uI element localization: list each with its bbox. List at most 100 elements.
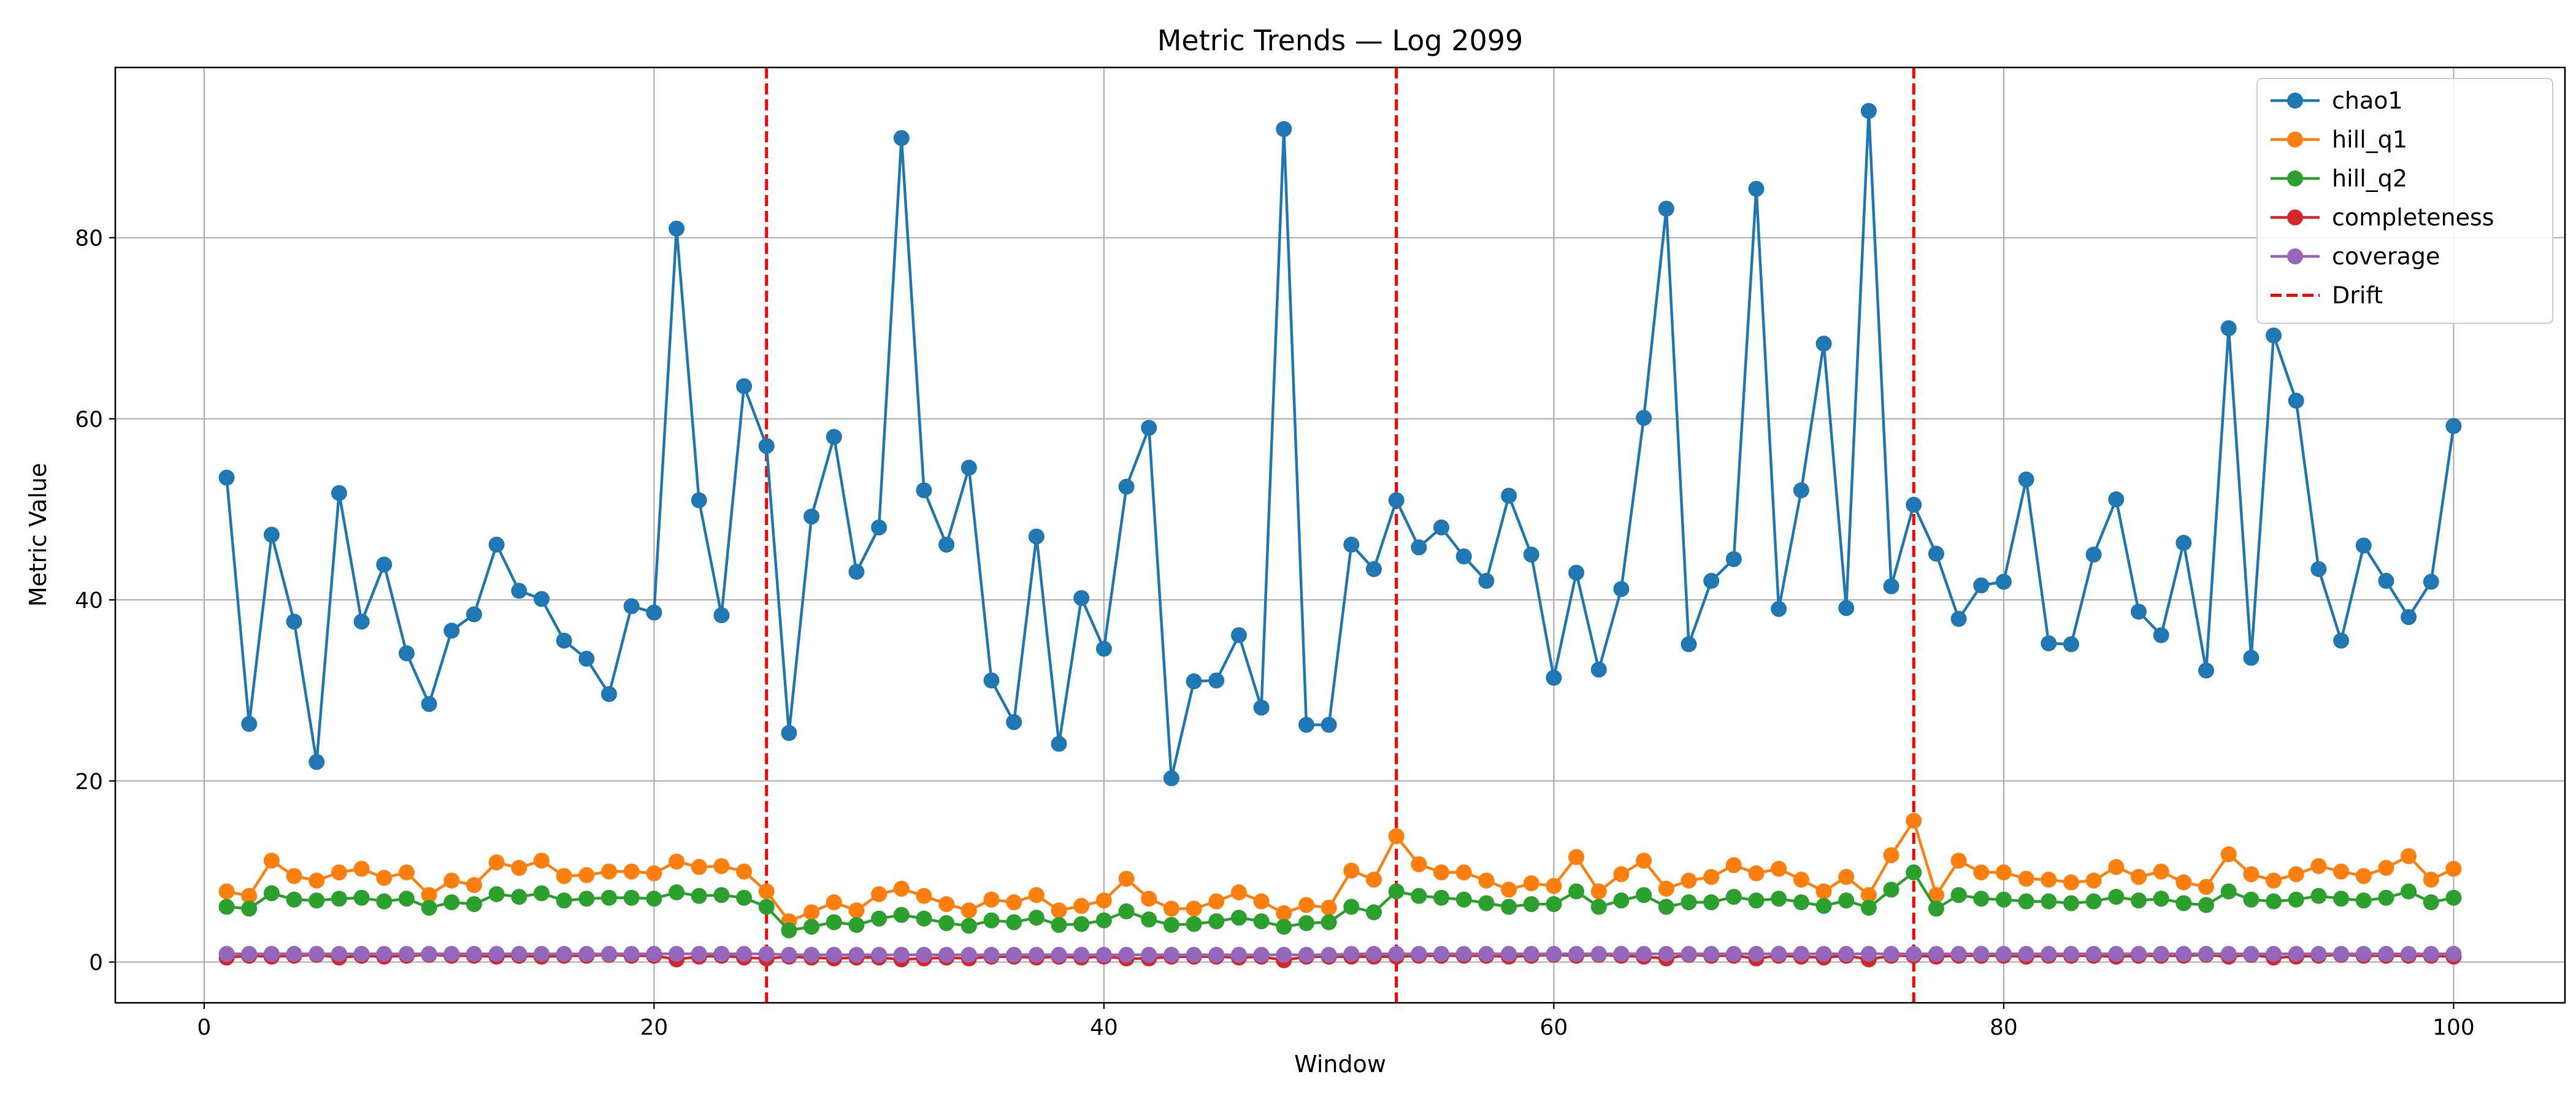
data-point-hill_q1 [2063,874,2079,891]
data-point-chao1 [466,606,482,623]
x-tick-label: 60 [1540,1015,1568,1040]
data-point-chao1 [1568,564,1585,581]
data-point-hill_q2 [2333,891,2350,907]
data-point-chao1 [1141,420,1157,436]
data-point-coverage [2153,946,2169,962]
data-point-hill_q2 [556,892,572,909]
data-point-hill_q1 [2085,872,2102,889]
data-point-hill_q2 [1253,913,1270,930]
data-point-chao1 [916,482,932,499]
data-point-coverage [1321,946,1337,963]
data-point-hill_q1 [1725,857,1742,873]
data-point-coverage [2266,946,2282,962]
data-point-chao1 [331,485,347,501]
data-point-coverage [1118,946,1135,963]
data-point-hill_q2 [2423,894,2439,911]
data-point-coverage [623,946,640,962]
data-point-coverage [1793,946,1809,962]
data-point-chao1 [646,604,662,621]
data-point-hill_q2 [466,896,482,913]
data-point-coverage [1748,946,1765,962]
data-point-coverage [376,946,393,962]
legend-label: coverage [2332,243,2440,270]
data-point-coverage [1973,946,1990,962]
data-point-hill_q2 [1028,910,1045,926]
series-hill_q1 [218,813,2462,930]
data-point-coverage [803,946,820,963]
data-point-chao1 [2085,546,2102,563]
data-point-coverage [871,946,887,963]
data-point-hill_q2 [871,910,887,927]
legend-label: Drift [2332,282,2383,309]
data-point-chao1 [1815,335,1832,352]
data-point-coverage [443,946,460,962]
data-point-hill_q1 [2333,863,2350,880]
data-point-hill_q2 [1771,891,1787,907]
data-point-hill_q2 [669,884,685,900]
data-point-hill_q2 [1095,912,1112,929]
data-point-coverage [669,946,685,962]
data-point-hill_q1 [960,902,977,919]
series-line-hill_q1 [226,819,2455,923]
legend-entry: completeness [2271,204,2494,231]
data-point-hill_q1 [1253,893,1270,910]
data-point-coverage [511,946,527,962]
data-point-hill_q1 [2288,866,2304,883]
data-point-hill_q1 [1928,887,1944,903]
data-point-hill_q1 [1973,864,1990,881]
data-point-chao1 [578,651,595,667]
data-point-coverage [1815,946,1832,962]
x-tick-label: 80 [1990,1015,2018,1040]
data-point-hill_q2 [1186,916,1202,932]
data-point-coverage [1186,946,1202,963]
data-point-hill_q2 [2288,891,2304,908]
data-point-chao1 [353,613,370,630]
data-point-hill_q2 [736,889,753,906]
data-point-chao1 [1455,548,1472,565]
y-tick-label: 20 [75,769,103,794]
data-point-coverage [781,946,797,963]
data-point-coverage [2041,946,2057,962]
data-point-hill_q2 [1141,911,1157,928]
data-point-hill_q2 [1950,887,1967,903]
data-point-hill_q2 [781,922,797,938]
data-point-chao1 [1073,590,1090,607]
legend-label: hill_q1 [2332,126,2407,153]
data-point-hill_q2 [2355,892,2372,909]
legend-entry: hill_q2 [2271,165,2407,192]
data-point-hill_q1 [488,854,505,871]
data-point-chao1 [2355,537,2372,554]
data-point-hill_q1 [1771,861,1787,877]
legend-label: chao1 [2332,87,2403,114]
data-point-chao1 [1163,770,1179,786]
data-point-hill_q2 [1725,889,1742,905]
series-line-coverage [226,953,2454,957]
data-point-hill_q2 [1815,898,1832,914]
x-ticks: 0 20 40 60 80 100 [197,1003,2475,1040]
data-point-chao1 [1950,611,1967,627]
data-point-hill_q2 [376,893,393,910]
data-point-hill_q2 [1995,891,2012,908]
data-point-chao1 [2175,535,2192,551]
data-point-hill_q2 [623,889,640,906]
data-point-hill_q2 [758,899,775,915]
data-point-hill_q1 [1793,872,1809,888]
data-point-chao1 [1658,201,1674,217]
series-hill_q2 [218,864,2462,938]
data-point-coverage [2355,946,2372,962]
data-point-hill_q2 [2266,893,2282,910]
data-point-hill_q1 [398,864,415,881]
data-point-hill_q2 [2085,893,2102,910]
data-point-hill_q2 [1613,892,1630,909]
data-point-hill_q2 [1276,918,1292,935]
data-point-coverage [1366,946,1382,962]
data-point-coverage [1208,946,1225,963]
legend: chao1 hill_q1 hill_q2 completeness coverage D… [2256,78,2553,324]
plot-frame [114,66,2566,1004]
y-tick-label: 40 [75,588,103,613]
data-point-hill_q2 [1568,883,1585,900]
data-point-hill_q2 [1590,899,1607,915]
data-point-chao1 [421,696,437,712]
data-point-hill_q2 [1411,887,1427,904]
